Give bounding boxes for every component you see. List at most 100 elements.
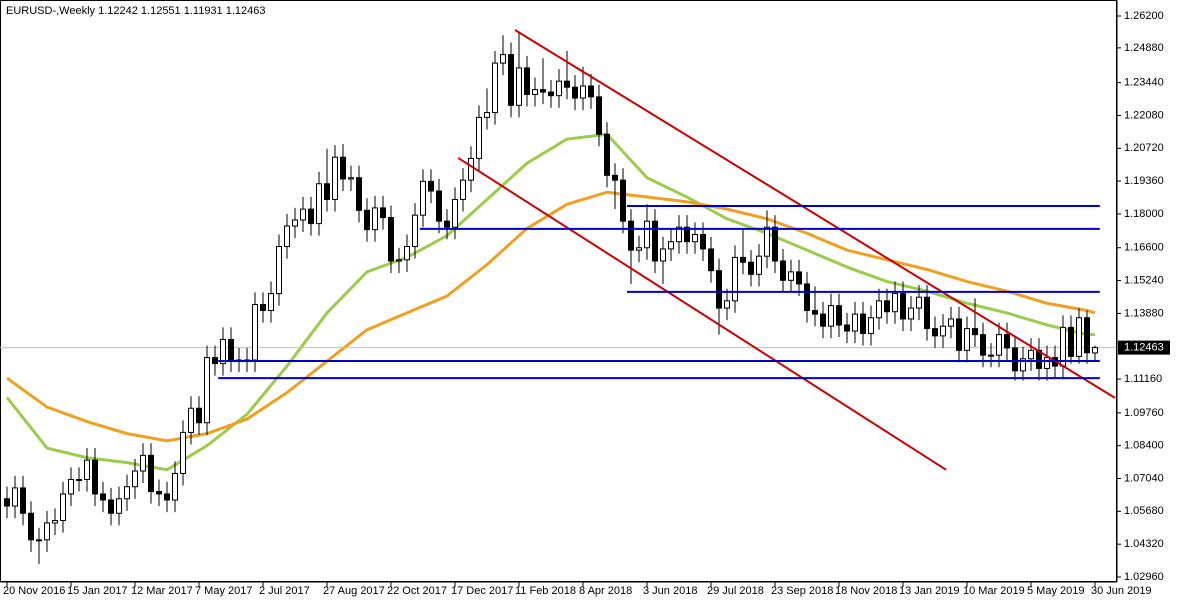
trend-line	[514, 29, 1116, 399]
candle-body	[4, 498, 10, 507]
candle-body	[28, 512, 34, 541]
candle-body	[644, 220, 650, 249]
last-price-box	[1118, 340, 1170, 355]
candle-body	[836, 305, 842, 326]
x-tick-label: 2 Jul 2017	[259, 585, 310, 597]
candle-body	[436, 190, 442, 222]
candle-body	[884, 300, 890, 313]
candle-body	[348, 177, 354, 180]
candle-body	[108, 499, 114, 514]
x-tick-label: 18 Nov 2018	[835, 585, 897, 597]
candle-body	[876, 300, 882, 319]
y-tick-label: 1.24880	[1124, 42, 1164, 54]
candle-body	[68, 478, 74, 495]
candle-body	[788, 271, 794, 281]
candle-body	[612, 174, 618, 181]
candle-body	[324, 183, 330, 200]
candle-body	[500, 54, 506, 64]
candle-body	[116, 498, 122, 514]
y-tick-label: 1.02960	[1124, 571, 1164, 583]
moving-average	[6, 190, 1096, 443]
candle-body	[844, 324, 850, 332]
candle-body	[668, 241, 674, 250]
candle-body	[396, 259, 402, 262]
candle-body	[1092, 347, 1098, 354]
x-tick-label: 30 Jun 2019	[1091, 585, 1152, 597]
trend-line	[457, 157, 947, 471]
candle-body	[916, 296, 922, 309]
x-tick-label: 20 Nov 2016	[3, 585, 65, 597]
chart-title: EURUSD-,Weekly 1.12242 1.12551 1.11931 1…	[6, 5, 266, 17]
y-tick-label: 1.20720	[1124, 142, 1164, 154]
candle-body	[180, 431, 186, 474]
candle-body	[772, 226, 778, 262]
candle-body	[364, 209, 370, 231]
candle-body	[476, 116, 482, 159]
candle-body	[540, 89, 546, 93]
candle-body	[524, 67, 530, 95]
candle-body	[796, 271, 802, 285]
candle-body	[708, 248, 714, 272]
candle-body	[868, 317, 874, 334]
candle-body	[780, 260, 786, 281]
candle-body	[492, 62, 498, 114]
candle-body	[36, 539, 42, 542]
candle-body	[1012, 347, 1018, 372]
last-price-label: 1.12463	[1124, 342, 1164, 354]
candle-body	[548, 91, 554, 97]
y-tick-label: 1.15240	[1124, 274, 1164, 286]
candle-body	[52, 520, 58, 524]
candle-body	[964, 328, 970, 351]
candle-body	[628, 220, 634, 251]
candle-body	[660, 248, 666, 262]
candle-body	[460, 179, 466, 200]
moving-average	[5, 132, 1095, 472]
x-tick-label: 23 Sep 2018	[771, 585, 833, 597]
candle-body	[900, 293, 906, 320]
candle-body	[276, 246, 282, 295]
candle-body	[316, 183, 322, 225]
candle-body	[724, 300, 730, 309]
candle-body	[932, 328, 938, 337]
candle-body	[340, 156, 346, 180]
candle-body	[300, 208, 306, 221]
y-tick-label: 1.09760	[1124, 407, 1164, 419]
candle-body	[92, 459, 98, 495]
candle-body	[596, 96, 602, 135]
candle-body	[564, 80, 570, 88]
candle-body	[468, 157, 474, 181]
candle-body	[164, 493, 170, 501]
candle-body	[76, 478, 82, 481]
candle-body	[1044, 357, 1050, 369]
x-tick-label: 27 Aug 2017	[323, 585, 385, 597]
y-tick-label: 1.23440	[1124, 77, 1164, 89]
y-tick-label: 1.26200	[1124, 10, 1164, 22]
candle-body	[684, 226, 690, 243]
candle-body	[908, 307, 914, 320]
candle-body	[700, 233, 706, 250]
candle-body	[60, 493, 66, 522]
x-tick-label: 8 Apr 2018	[579, 585, 632, 597]
candle-body	[1004, 334, 1010, 349]
candle-body	[716, 270, 722, 309]
y-tick-label: 1.22080	[1124, 109, 1164, 121]
candle-body	[228, 338, 234, 361]
candle-body	[508, 54, 514, 106]
candle-body	[748, 261, 754, 275]
candle-body	[764, 226, 770, 257]
candle-body	[972, 328, 978, 336]
candle-body	[604, 133, 610, 176]
candle-body	[980, 334, 986, 356]
candle-body	[268, 293, 274, 312]
candle-body	[356, 177, 362, 211]
x-tick-label: 5 May 2019	[1027, 585, 1084, 597]
candle-body	[988, 354, 994, 357]
candle-body	[940, 325, 946, 337]
candle-body	[620, 179, 626, 222]
candle-body	[1068, 326, 1074, 357]
candle-body	[252, 303, 258, 361]
candle-body	[860, 313, 866, 334]
candle-body	[924, 296, 930, 330]
x-tick-label: 7 May 2017	[195, 585, 252, 597]
